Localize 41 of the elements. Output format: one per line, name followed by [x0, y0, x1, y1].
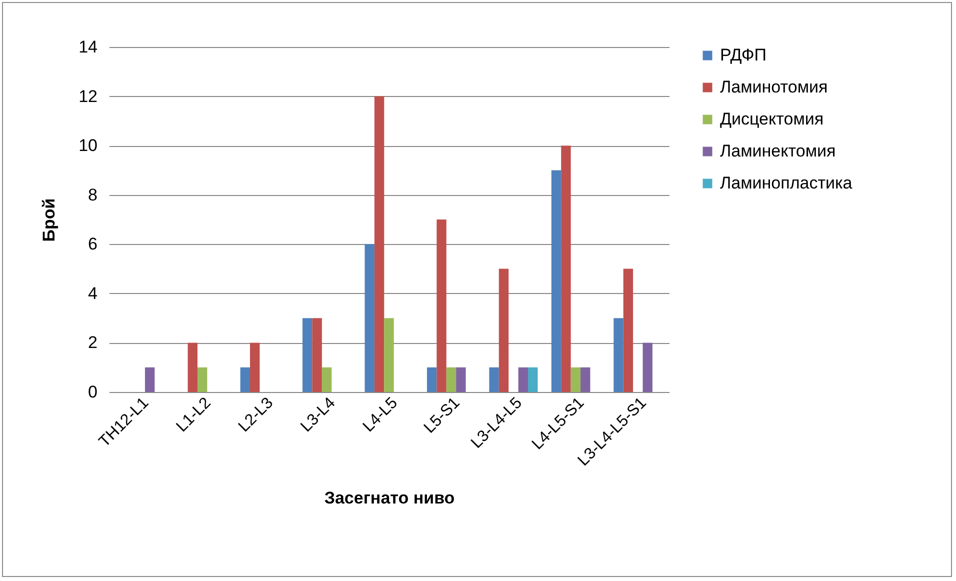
bar [518, 367, 528, 392]
bar [436, 220, 446, 392]
bar [498, 268, 509, 392]
legend-label: РДФП [720, 46, 766, 64]
bar [580, 367, 590, 392]
bar [322, 367, 332, 392]
bar [489, 367, 499, 392]
y-tick-label: 10 [78, 136, 98, 156]
legend-label: Ламинотомия [720, 78, 828, 96]
bar [528, 367, 538, 392]
bar [374, 96, 384, 392]
y-tick-label: 0 [88, 382, 98, 402]
bar [623, 268, 634, 392]
y-tick-label: 14 [78, 38, 98, 56]
y-axis-title: Брой [40, 198, 59, 242]
y-tick-label: 8 [88, 185, 98, 204]
bar [250, 342, 260, 392]
bar [570, 367, 581, 392]
bar [144, 367, 155, 392]
legend-label: Ламинопластика [720, 174, 853, 192]
bar [384, 318, 394, 392]
y-tick-label: 4 [88, 284, 98, 303]
bar [614, 318, 624, 392]
y-tick-label: 6 [88, 234, 98, 254]
bar [364, 244, 374, 392]
y-tick-label: 2 [88, 333, 98, 352]
bar [561, 146, 571, 392]
bar [312, 318, 322, 392]
y-tick-label: 12 [78, 86, 98, 106]
bar [302, 318, 312, 392]
x-axis-title: Засегнато ниво [324, 488, 455, 508]
bar [197, 367, 208, 392]
legend-label: Ламинектомия [720, 142, 836, 160]
bar [426, 367, 437, 392]
bar [551, 170, 562, 392]
bar [446, 367, 456, 392]
legend-label: Дисцектомия [720, 110, 824, 128]
bar [240, 367, 250, 392]
bar [188, 342, 198, 392]
bar [642, 342, 652, 392]
bar [456, 367, 466, 392]
